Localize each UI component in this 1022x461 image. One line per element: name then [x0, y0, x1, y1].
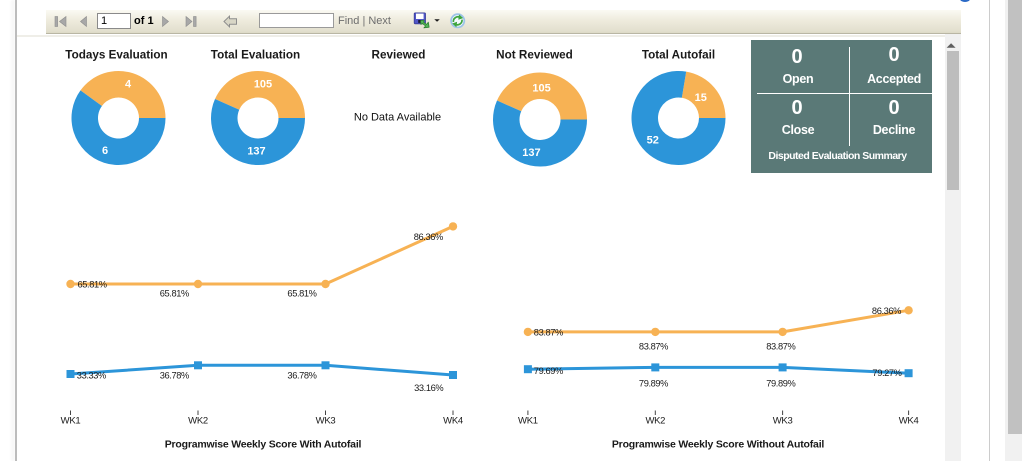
svg-text:WK4: WK4: [899, 416, 919, 427]
svg-text:Not Reviewed: Not Reviewed: [496, 49, 573, 62]
svg-text:WK3: WK3: [773, 416, 793, 427]
svg-text:86.36%: 86.36%: [872, 306, 901, 316]
svg-text:52: 52: [647, 135, 659, 147]
svg-text:Total Autofail: Total Autofail: [642, 49, 715, 62]
svg-text:Programwise Weekly Score Witho: Programwise Weekly Score Without Autofai…: [612, 439, 825, 451]
svg-text:Programwise Weekly Score With: Programwise Weekly Score With Autofail: [165, 439, 362, 451]
svg-text:WK1: WK1: [61, 416, 81, 427]
svg-text:65.81%: 65.81%: [287, 289, 316, 299]
svg-text:WK1: WK1: [518, 416, 538, 427]
svg-text:79.89%: 79.89%: [766, 378, 795, 388]
svg-text:WK3: WK3: [316, 416, 336, 427]
svg-text:36.78%: 36.78%: [160, 371, 189, 381]
svg-text:4: 4: [125, 79, 132, 91]
svg-text:83.87%: 83.87%: [534, 327, 563, 337]
svg-text:Total Evaluation: Total Evaluation: [211, 49, 300, 62]
svg-text:33.16%: 33.16%: [414, 383, 443, 393]
svg-text:79.27%: 79.27%: [872, 368, 901, 378]
svg-text:33.33%: 33.33%: [77, 371, 106, 381]
svg-text:65.81%: 65.81%: [160, 289, 189, 299]
svg-text:15: 15: [695, 92, 707, 104]
svg-text:83.87%: 83.87%: [766, 342, 795, 352]
svg-text:WK2: WK2: [188, 416, 208, 427]
svg-text:79.69%: 79.69%: [534, 366, 563, 376]
svg-text:65.81%: 65.81%: [78, 279, 107, 289]
svg-text:WK2: WK2: [645, 416, 665, 427]
svg-text:83.87%: 83.87%: [639, 342, 668, 352]
svg-text:137: 137: [522, 147, 540, 159]
svg-text:Reviewed: Reviewed: [372, 49, 426, 62]
svg-text:No Data Available: No Data Available: [354, 112, 441, 124]
svg-text:WK4: WK4: [443, 416, 463, 427]
svg-text:79.89%: 79.89%: [639, 378, 668, 388]
svg-text:36.78%: 36.78%: [287, 371, 316, 381]
svg-text:105: 105: [532, 83, 550, 95]
svg-text:Todays Evaluation: Todays Evaluation: [65, 49, 167, 62]
svg-text:105: 105: [254, 79, 272, 91]
svg-text:6: 6: [102, 145, 108, 157]
svg-text:86.36%: 86.36%: [414, 232, 443, 242]
svg-text:137: 137: [247, 145, 265, 157]
